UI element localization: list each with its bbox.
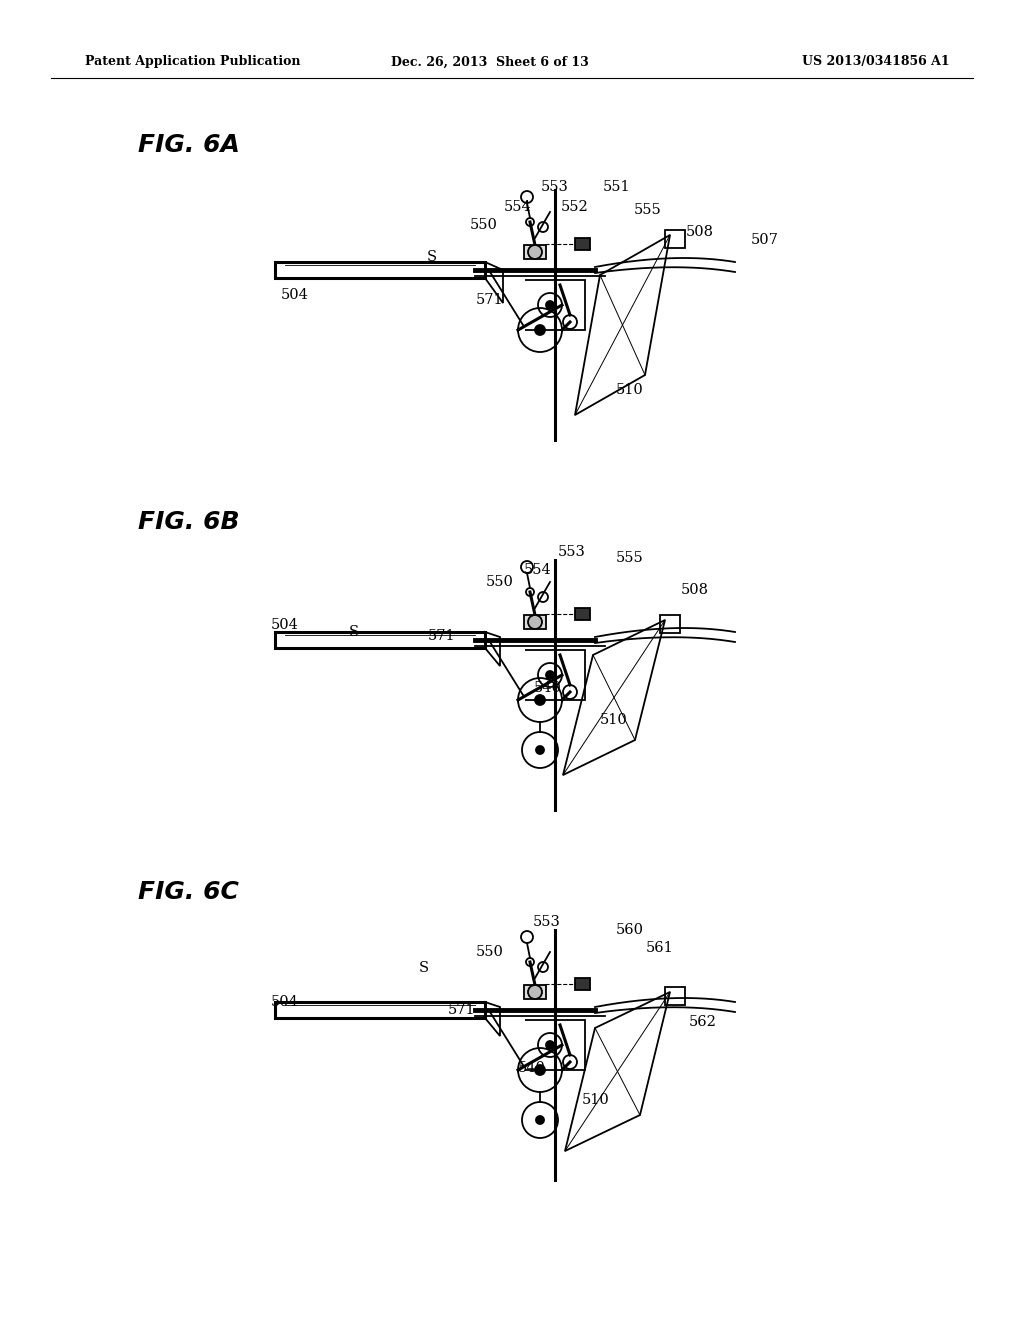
Text: 507: 507 [751, 234, 779, 247]
Text: 510: 510 [582, 1093, 610, 1107]
Text: 562: 562 [689, 1015, 717, 1030]
Text: 554: 554 [504, 201, 531, 214]
Text: 553: 553 [558, 545, 586, 558]
Circle shape [546, 301, 554, 309]
Text: 560: 560 [616, 923, 644, 937]
Text: 510: 510 [616, 383, 644, 397]
Circle shape [546, 1041, 554, 1049]
Text: US 2013/0341856 A1: US 2013/0341856 A1 [803, 55, 950, 69]
Bar [575, 609, 590, 620]
Bar [275, 1002, 485, 1018]
Text: 550: 550 [486, 576, 514, 589]
Text: Dec. 26, 2013  Sheet 6 of 13: Dec. 26, 2013 Sheet 6 of 13 [391, 55, 589, 69]
Text: 504: 504 [271, 995, 299, 1008]
Text: 553: 553 [534, 915, 561, 929]
Text: 510: 510 [600, 713, 628, 727]
Text: 571: 571 [476, 293, 504, 308]
Text: FIG. 6C: FIG. 6C [138, 880, 239, 904]
Text: 555: 555 [634, 203, 662, 216]
Text: FIG. 6B: FIG. 6B [138, 510, 240, 535]
Bar [275, 261, 485, 279]
Text: 540: 540 [518, 1061, 546, 1074]
Bar [524, 246, 546, 259]
Bar [665, 230, 685, 248]
Text: 552: 552 [561, 201, 589, 214]
Text: S: S [427, 249, 437, 264]
Text: 555: 555 [616, 550, 644, 565]
Text: 508: 508 [686, 224, 714, 239]
Text: 550: 550 [470, 218, 498, 232]
Circle shape [546, 671, 554, 678]
Bar [275, 632, 485, 648]
Text: 540: 540 [535, 681, 562, 696]
Circle shape [536, 746, 544, 754]
Text: 571: 571 [449, 1003, 476, 1016]
Bar [575, 238, 590, 249]
Circle shape [528, 985, 542, 999]
Text: 551: 551 [603, 180, 631, 194]
Bar [665, 987, 685, 1005]
Text: 504: 504 [271, 618, 299, 632]
Text: S: S [419, 961, 429, 975]
Circle shape [535, 696, 545, 705]
Text: FIG. 6A: FIG. 6A [138, 133, 240, 157]
Circle shape [528, 246, 542, 259]
Bar [660, 615, 680, 634]
Text: 553: 553 [541, 180, 569, 194]
Text: Patent Application Publication: Patent Application Publication [85, 55, 300, 69]
Text: 504: 504 [281, 288, 309, 302]
Circle shape [535, 1065, 545, 1074]
Text: 561: 561 [646, 941, 674, 954]
Bar [524, 615, 546, 630]
Bar [575, 978, 590, 990]
Text: 550: 550 [476, 945, 504, 960]
Text: S: S [349, 624, 359, 639]
Bar [524, 985, 546, 999]
Text: 571: 571 [428, 630, 456, 643]
Circle shape [536, 1115, 544, 1125]
Circle shape [535, 325, 545, 335]
Text: 554: 554 [524, 564, 552, 577]
Circle shape [528, 615, 542, 630]
Text: 508: 508 [681, 583, 709, 597]
